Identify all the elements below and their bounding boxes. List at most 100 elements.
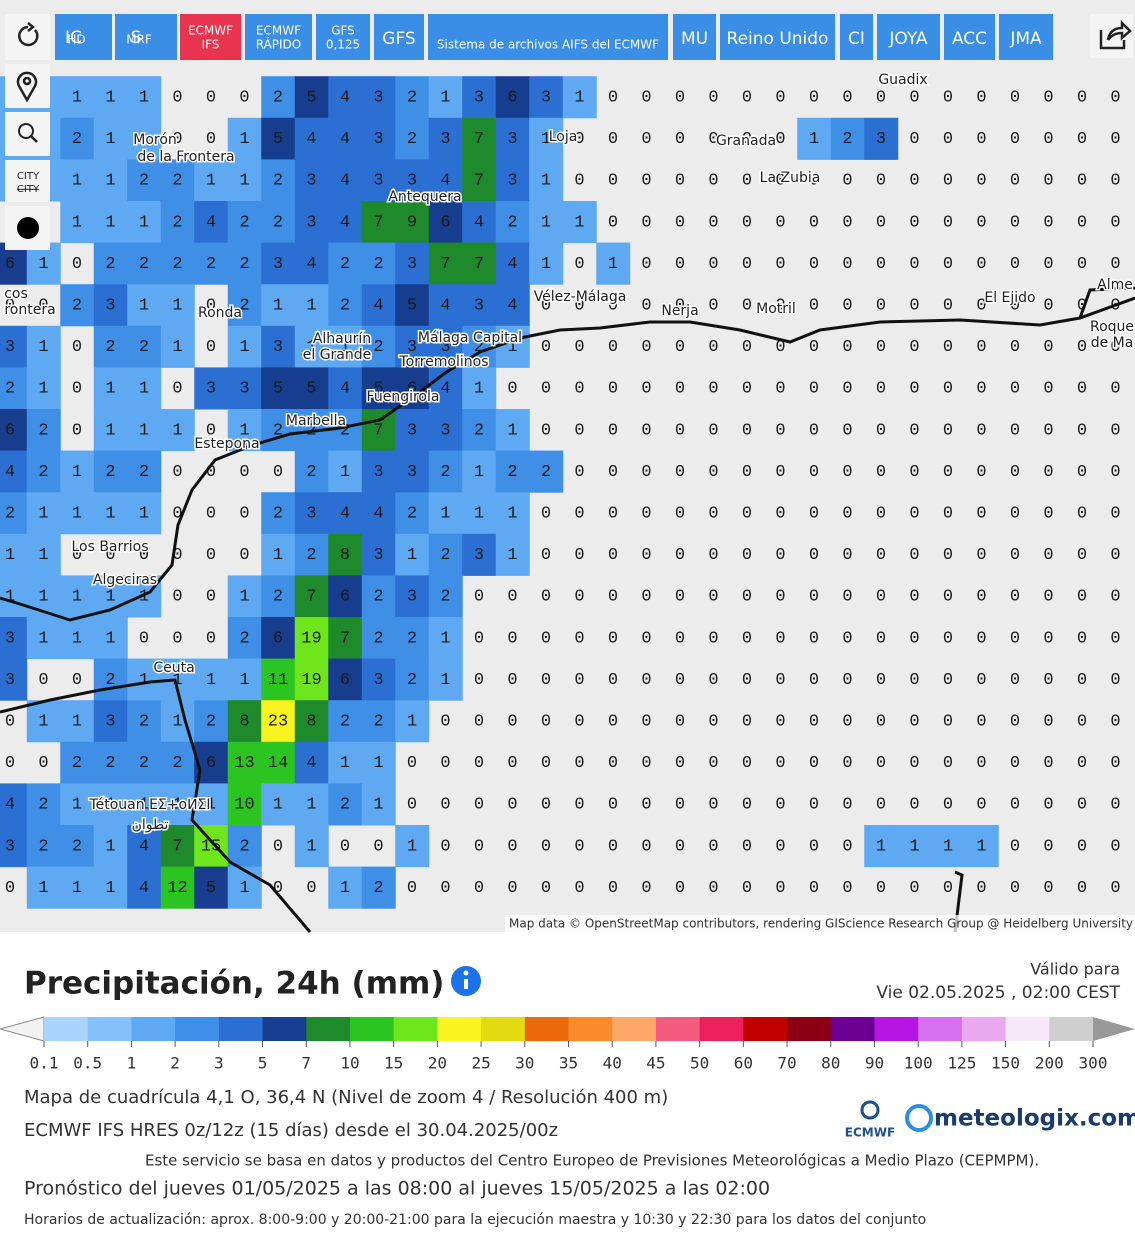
grid-value: 0: [239, 546, 249, 565]
grid-value: 0: [541, 296, 551, 315]
grid-cell: [261, 76, 296, 119]
place-label: Tétouan ΕΣ+οⵍΣΙ: [88, 797, 210, 813]
grid-cell: [328, 76, 363, 119]
model-button[interactable]: [55, 14, 112, 60]
grid-cell: [395, 76, 430, 119]
legend-tick-label: 125: [947, 1054, 976, 1073]
grid-value: 3: [474, 296, 484, 315]
model-button[interactable]: [720, 14, 835, 60]
model-button[interactable]: [245, 14, 312, 60]
grid-value: 0: [976, 130, 986, 149]
grid-value: 2: [239, 837, 249, 856]
grid-value: 0: [239, 463, 249, 482]
model-button[interactable]: [999, 14, 1053, 60]
grid-cell: [328, 741, 363, 784]
legend-tick-label: 3: [214, 1054, 224, 1073]
grid-cell: [897, 825, 932, 868]
grid-cell: [361, 700, 396, 743]
grid-value: 3: [273, 255, 283, 274]
place-label: Marbella: [286, 413, 346, 429]
grid-value: 0: [1110, 255, 1120, 274]
grid-value: 7: [306, 588, 316, 607]
model-button[interactable]: [944, 14, 995, 60]
place-label: Algeciras: [93, 572, 157, 588]
grid-value: 0: [775, 421, 785, 440]
grid-cell: [227, 825, 262, 868]
grid-value: 2: [172, 172, 182, 191]
grid-value: 2: [239, 629, 249, 648]
model-button[interactable]: [877, 14, 940, 60]
grid-value: 0: [809, 421, 819, 440]
grid-value: 0: [708, 380, 718, 399]
legend-swatch: [349, 1017, 395, 1041]
grid-value: 4: [440, 172, 450, 191]
grid-value: 0: [876, 172, 886, 191]
zoom-button[interactable]: [5, 112, 50, 156]
color-legend: 0.1 0.5 1 2 3 5 7 10 15 20 25 30 35 40 45 50 60 70 80 90 100…: [0, 1016, 1135, 1073]
grid-cell: [495, 159, 530, 202]
grid-value: 0: [976, 796, 986, 815]
grid-value: 0: [172, 88, 182, 107]
grid-cell: [328, 492, 363, 535]
grid-value: 0: [541, 629, 551, 648]
grid-value: 0: [775, 546, 785, 565]
grid-value: 0: [742, 629, 752, 648]
grid-value: 0: [72, 421, 82, 440]
grid-cell: [194, 825, 229, 868]
model-button[interactable]: [180, 14, 241, 60]
grid-value: 1: [541, 255, 551, 274]
reload-button[interactable]: [5, 14, 50, 60]
grid-value: 7: [440, 255, 450, 274]
grid-value: 0: [1077, 504, 1087, 523]
grid-value: 0: [842, 546, 852, 565]
model-button[interactable]: [374, 14, 424, 60]
grid-value: 0: [1110, 712, 1120, 731]
place-label: Alhaurín: [313, 331, 371, 347]
map-attribution: Map data © OpenStreetMap contributors, r…: [509, 917, 1133, 931]
model-button[interactable]: [840, 14, 873, 60]
grid-cell: [227, 117, 262, 160]
model-button[interactable]: [673, 14, 716, 60]
grid-value: 1: [507, 504, 517, 523]
grid-value: 0: [507, 712, 517, 731]
grid-cell: [160, 159, 195, 202]
grid-value: 0: [1043, 463, 1053, 482]
grid-value: 0: [1110, 754, 1120, 773]
model-button[interactable]: [115, 14, 177, 60]
grid-value: 1: [507, 546, 517, 565]
grid-value: 0: [608, 588, 618, 607]
grid-value: 1: [72, 588, 82, 607]
grid-value: 0: [507, 754, 517, 773]
grid-value: 0: [1043, 588, 1053, 607]
model-button[interactable]: [428, 14, 668, 60]
grid-value: 1: [541, 172, 551, 191]
grid-value: 6: [340, 671, 350, 690]
grid-value: 0: [172, 629, 182, 648]
grid-value: 0: [574, 338, 584, 357]
grid-value: 0: [206, 504, 216, 523]
place-label: Granada: [716, 133, 776, 149]
grid-cell: [127, 201, 162, 244]
grid-value: 15: [201, 837, 221, 856]
zoom-icon: [30, 135, 38, 143]
grid-value: 0: [842, 712, 852, 731]
grid-value: 0: [1043, 255, 1053, 274]
grid-value: 3: [373, 88, 383, 107]
grid-value: 2: [273, 588, 283, 607]
grid-cell: [194, 783, 229, 826]
grid-cell: [261, 409, 296, 452]
grid-cell: [495, 325, 530, 368]
grid-value: 1: [541, 213, 551, 232]
model-button[interactable]: [316, 14, 370, 60]
grid-value: 0: [708, 712, 718, 731]
grid-cell: [395, 284, 430, 327]
grid-value: 0: [541, 588, 551, 607]
grid-value: 1: [72, 879, 82, 898]
grid-value: 0: [1077, 463, 1087, 482]
grid-value: 7: [172, 837, 182, 856]
grid-value: 0: [909, 588, 919, 607]
grid-cell: [127, 159, 162, 202]
grid-value: 3: [507, 130, 517, 149]
city-button[interactable]: [5, 160, 50, 202]
grid-value: 0: [72, 546, 82, 565]
